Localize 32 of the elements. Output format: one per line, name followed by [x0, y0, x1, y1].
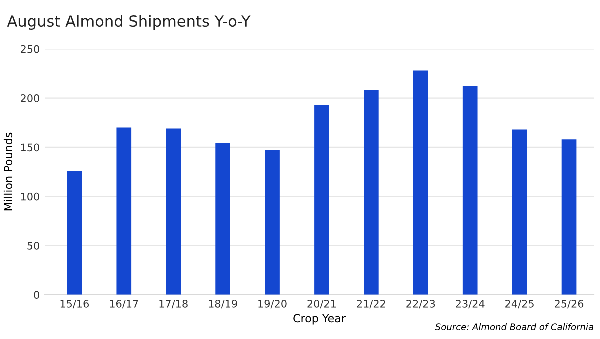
source-note: Source: Almond Board of California [435, 323, 594, 330]
bar [67, 171, 82, 295]
x-tick-label: 23/24 [456, 300, 485, 309]
x-tick-label: 24/25 [506, 300, 534, 309]
x-tick-label: 19/20 [258, 300, 287, 309]
bar [265, 150, 280, 295]
y-tick-label: 100 [21, 192, 40, 201]
y-tick-label: 0 [34, 291, 40, 300]
bar [216, 144, 230, 295]
y-tick-label: 150 [21, 144, 40, 152]
chart-title: August Almond Shipments Y-o-Y [7, 15, 251, 30]
bar [512, 130, 528, 295]
x-tick-label: 17/18 [160, 300, 188, 309]
bar [462, 86, 478, 295]
x-tick-label: 22/23 [406, 300, 436, 309]
bar [314, 105, 330, 295]
x-tick-label: 21/22 [357, 300, 386, 309]
y-tick-label: 50 [28, 242, 40, 250]
bar [116, 128, 132, 295]
x-axis-title: Crop Year [294, 314, 346, 325]
x-tick-label: 20/21 [308, 300, 336, 309]
x-tick-label: 18/19 [209, 300, 238, 309]
y-tick-label: 250 [21, 45, 40, 54]
x-tick-label: 15/16 [60, 300, 90, 309]
bar [166, 128, 182, 295]
x-tick-label: 25/26 [555, 300, 584, 309]
x-tick-label: 16/17 [110, 300, 138, 309]
y-axis-title: Million Pounds [4, 132, 13, 211]
bar [562, 140, 577, 295]
bar [413, 70, 428, 295]
bar [364, 90, 379, 295]
y-tick-label: 200 [21, 94, 40, 102]
